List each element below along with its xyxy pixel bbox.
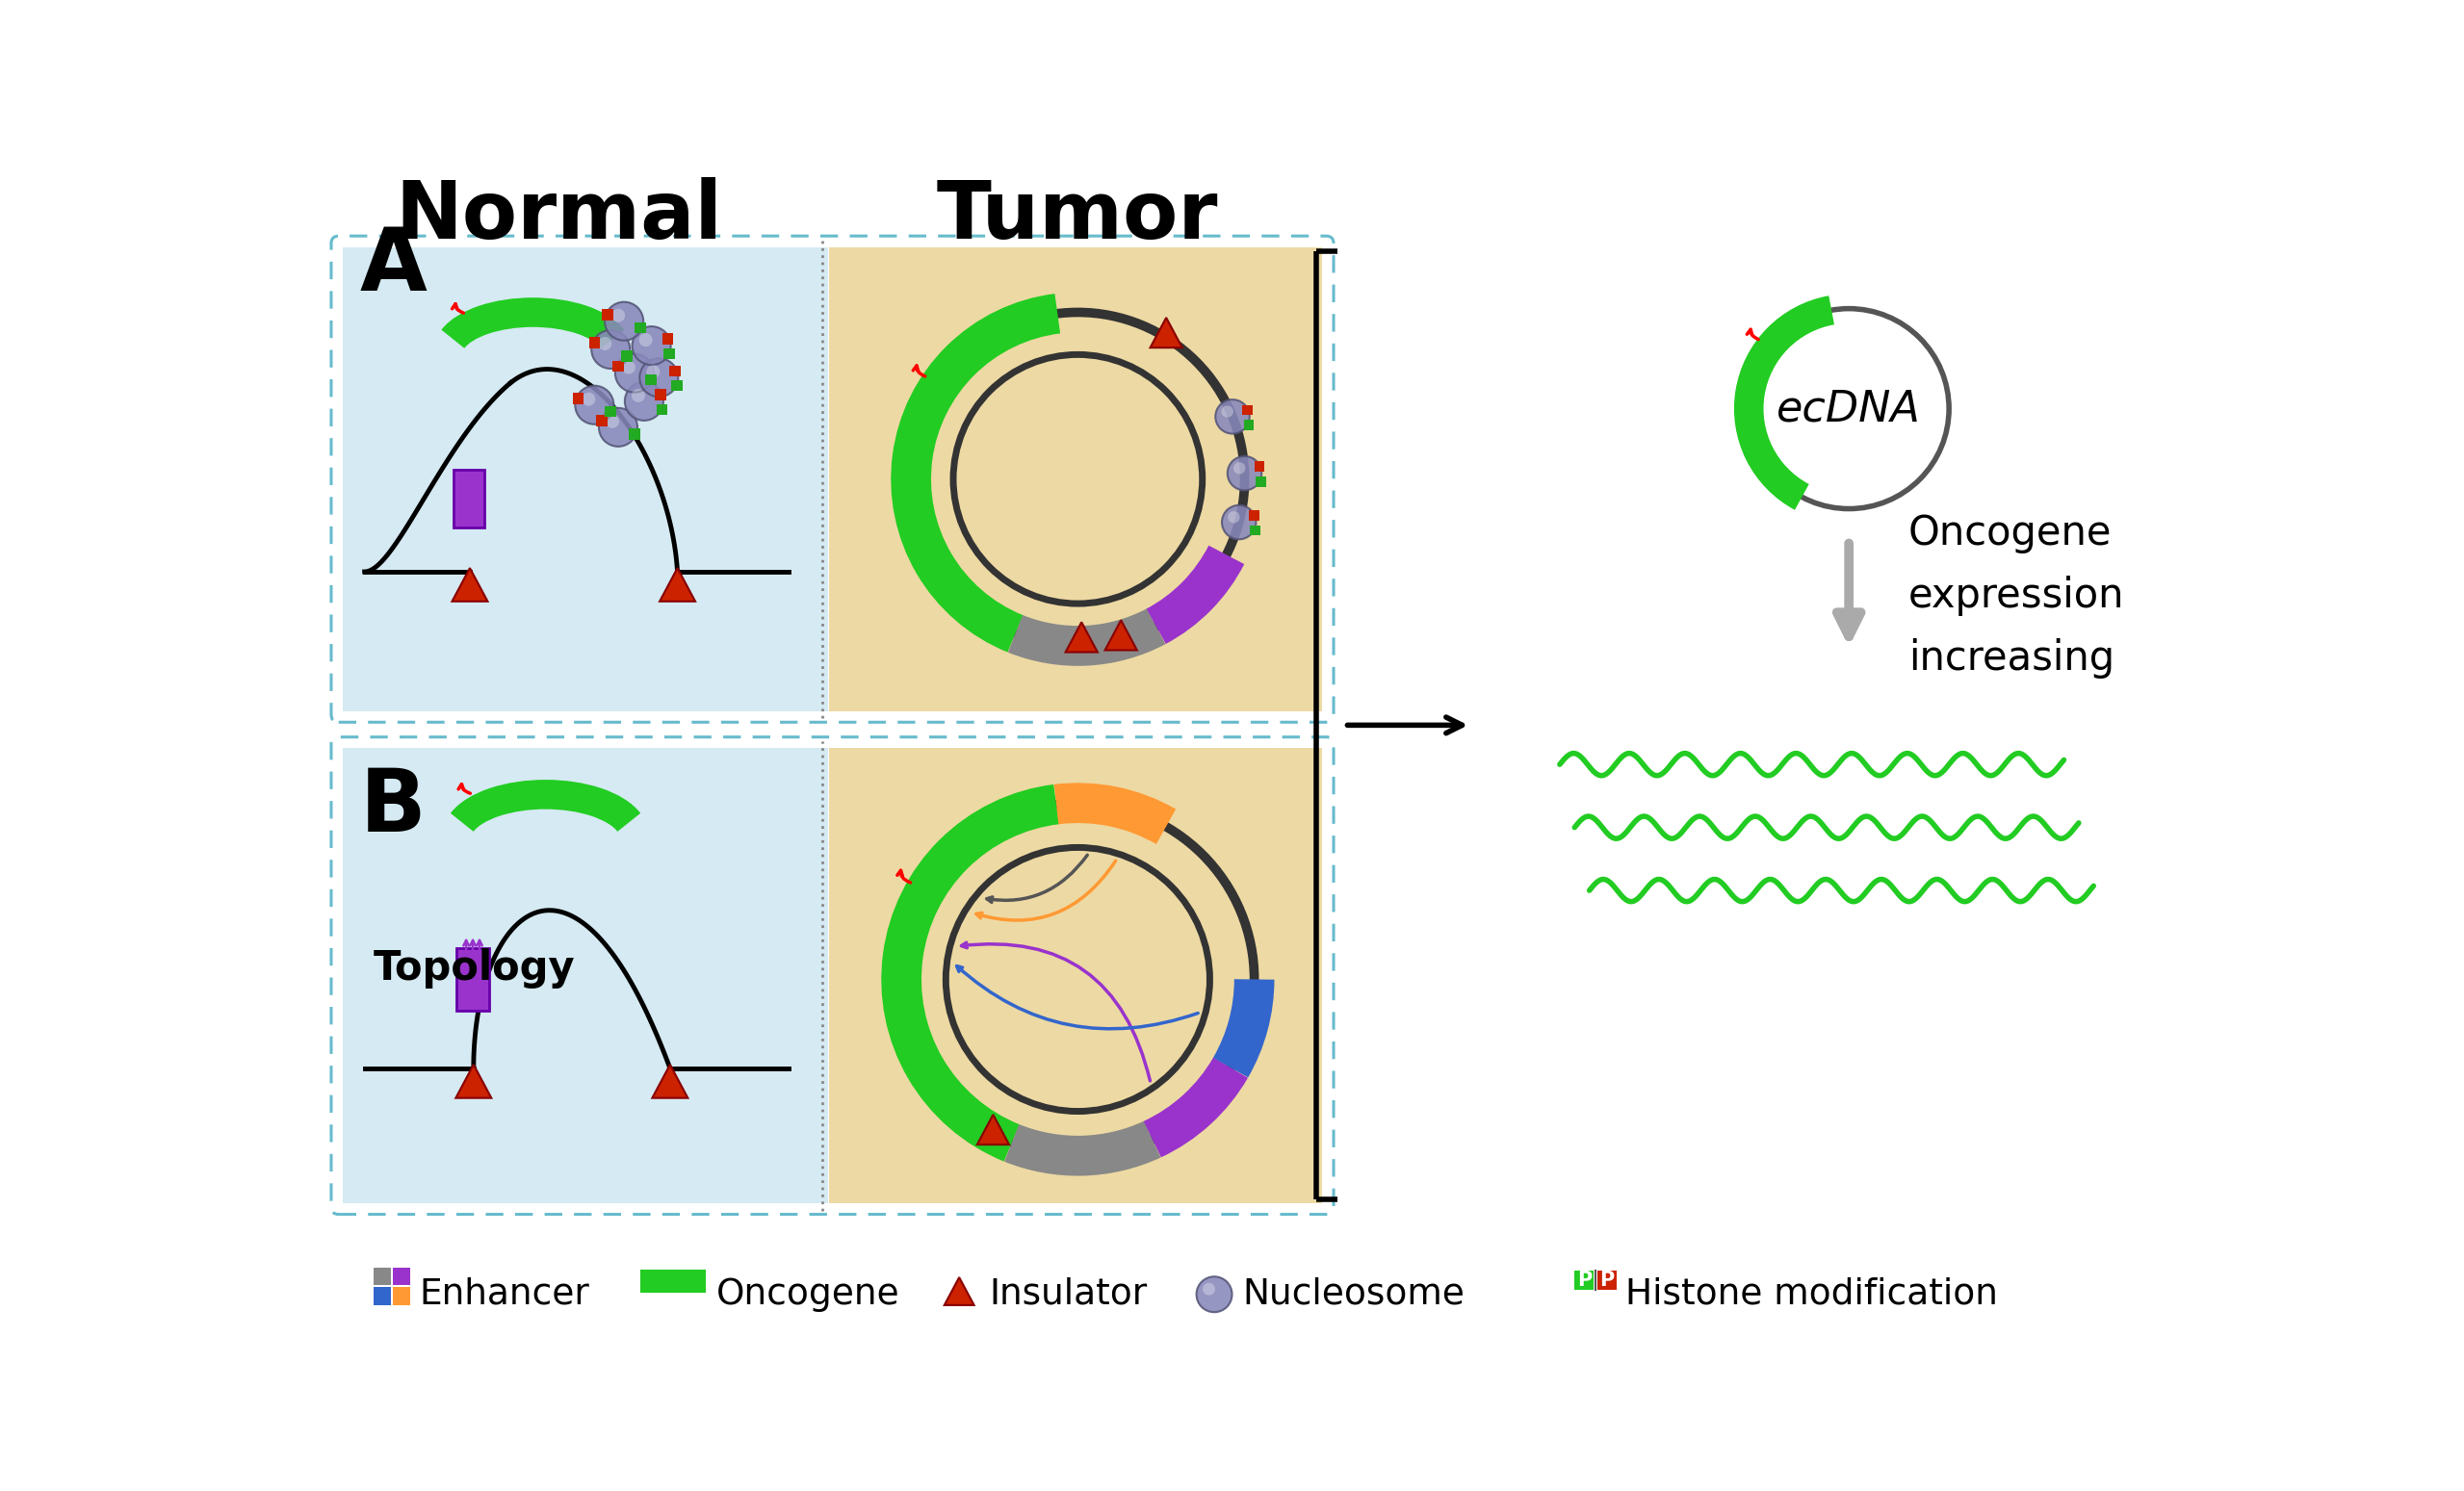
- Text: Nucleosome: Nucleosome: [1242, 1278, 1464, 1312]
- Circle shape: [591, 330, 631, 368]
- Circle shape: [1222, 406, 1234, 417]
- Bar: [589, 337, 599, 349]
- Bar: [1249, 525, 1262, 535]
- Text: A: A: [360, 224, 426, 309]
- Circle shape: [626, 382, 663, 420]
- Bar: [646, 374, 655, 385]
- Polygon shape: [978, 1115, 1010, 1145]
- Bar: [663, 349, 675, 359]
- Circle shape: [1234, 462, 1244, 474]
- Circle shape: [1202, 1282, 1215, 1296]
- Bar: [614, 361, 623, 371]
- Text: Oncogene: Oncogene: [717, 1278, 899, 1312]
- Circle shape: [611, 309, 626, 322]
- Polygon shape: [456, 1065, 490, 1097]
- Circle shape: [954, 355, 1202, 604]
- Bar: [1257, 476, 1266, 486]
- Polygon shape: [1064, 622, 1096, 652]
- Circle shape: [1198, 1276, 1232, 1312]
- Bar: [636, 322, 646, 334]
- Circle shape: [1749, 309, 1949, 508]
- Text: Topology: Topology: [375, 948, 574, 989]
- Circle shape: [604, 303, 643, 340]
- Circle shape: [1227, 511, 1239, 523]
- Text: Oncogene
expression
increasing: Oncogene expression increasing: [1907, 513, 2124, 678]
- Bar: [655, 404, 668, 414]
- Text: P: P: [1599, 1270, 1614, 1290]
- Bar: [663, 334, 673, 344]
- Bar: [1242, 404, 1252, 414]
- Bar: [342, 248, 828, 711]
- Circle shape: [902, 804, 1254, 1156]
- Text: Normal: Normal: [394, 177, 722, 255]
- Bar: [1244, 419, 1254, 429]
- Bar: [670, 380, 683, 391]
- Bar: [456, 948, 490, 1011]
- Circle shape: [912, 312, 1244, 646]
- Text: Histone modification: Histone modification: [1624, 1278, 1998, 1312]
- Bar: [655, 389, 665, 400]
- Text: P: P: [1577, 1270, 1592, 1290]
- Bar: [375, 1267, 392, 1285]
- Polygon shape: [660, 568, 695, 601]
- Bar: [641, 1269, 705, 1293]
- Bar: [601, 309, 614, 321]
- Circle shape: [599, 337, 611, 350]
- Circle shape: [631, 389, 646, 403]
- Bar: [621, 350, 633, 362]
- Polygon shape: [944, 1278, 973, 1305]
- Circle shape: [646, 365, 660, 379]
- Bar: [670, 365, 680, 376]
- Bar: [830, 748, 1323, 1203]
- Circle shape: [582, 392, 596, 406]
- Bar: [1254, 461, 1264, 471]
- Text: Tumor: Tumor: [936, 177, 1220, 255]
- Circle shape: [1227, 456, 1262, 491]
- Circle shape: [633, 327, 670, 365]
- Polygon shape: [1151, 318, 1183, 347]
- Circle shape: [641, 358, 678, 397]
- Bar: [606, 406, 616, 417]
- Circle shape: [1215, 400, 1249, 434]
- Bar: [1574, 1270, 1594, 1290]
- Bar: [572, 392, 584, 404]
- Polygon shape: [1104, 620, 1136, 650]
- Bar: [453, 470, 485, 528]
- Circle shape: [574, 386, 614, 425]
- Bar: [392, 1287, 411, 1305]
- Polygon shape: [451, 568, 488, 601]
- Bar: [375, 1287, 392, 1305]
- Text: Insulator: Insulator: [988, 1278, 1148, 1312]
- Text: B: B: [360, 765, 426, 850]
- Circle shape: [946, 847, 1210, 1111]
- Bar: [628, 428, 641, 440]
- Bar: [342, 748, 828, 1203]
- Text: Enhancer: Enhancer: [419, 1278, 589, 1312]
- Circle shape: [1222, 505, 1257, 540]
- Bar: [392, 1267, 411, 1285]
- Circle shape: [621, 361, 636, 374]
- Polygon shape: [653, 1065, 687, 1097]
- Bar: [1249, 510, 1259, 520]
- Bar: [1597, 1270, 1616, 1290]
- Circle shape: [638, 332, 653, 346]
- Circle shape: [606, 414, 618, 428]
- Text: ecDNA: ecDNA: [1777, 388, 1922, 429]
- Circle shape: [599, 409, 638, 446]
- Circle shape: [616, 353, 653, 392]
- Bar: [596, 414, 609, 426]
- Bar: [830, 248, 1323, 711]
